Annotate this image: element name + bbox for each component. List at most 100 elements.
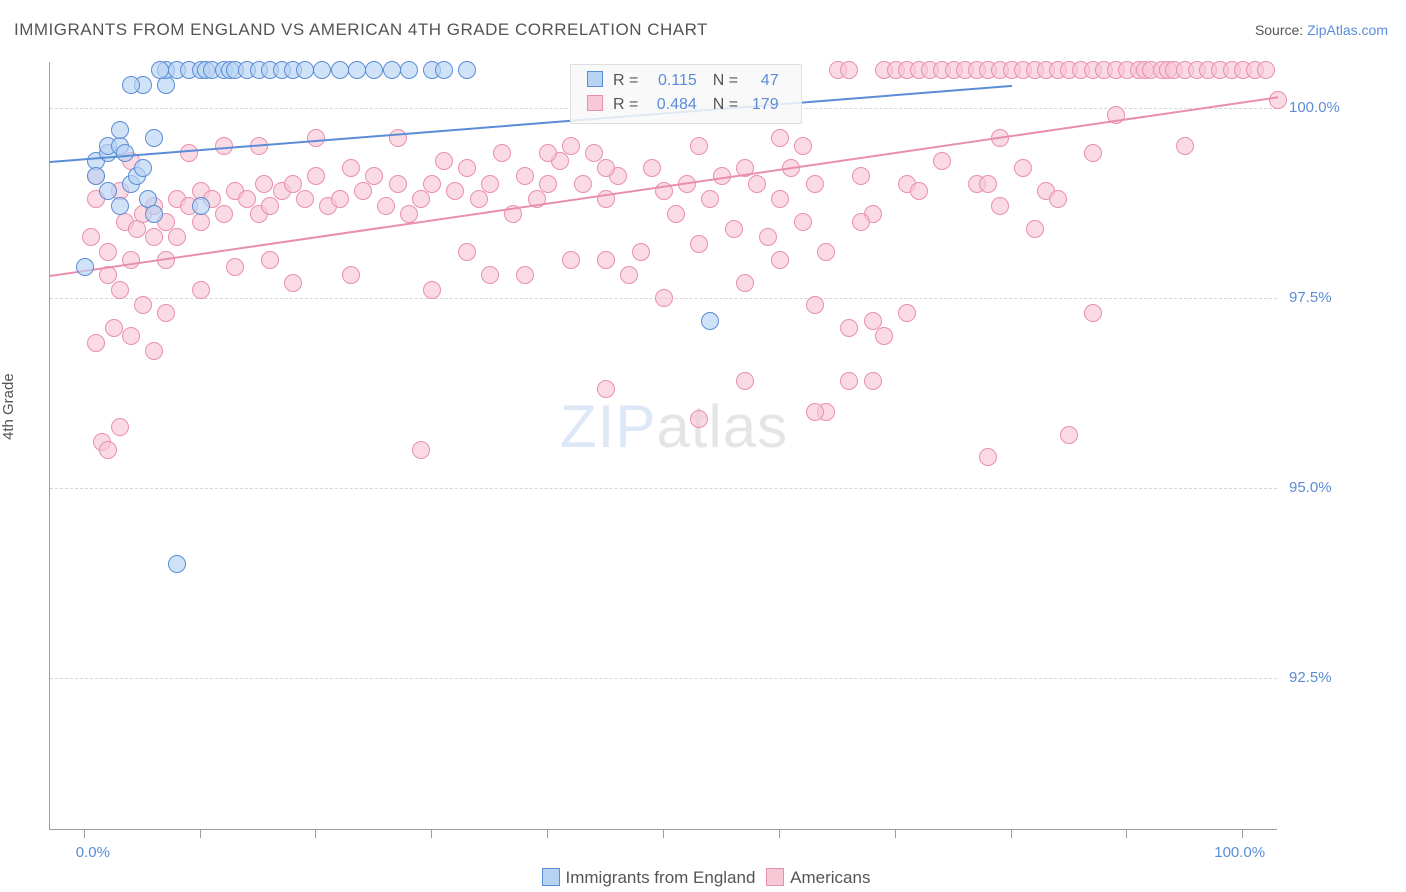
data-point-americans <box>979 175 997 193</box>
data-point-americans <box>400 205 418 223</box>
data-point-americans <box>261 197 279 215</box>
data-point-americans <box>446 182 464 200</box>
data-point-americans <box>1014 159 1032 177</box>
y-tick-label: 97.5% <box>1289 289 1332 306</box>
data-point-americans <box>991 197 1009 215</box>
data-point-americans <box>1049 190 1067 208</box>
data-point-americans <box>979 448 997 466</box>
data-point-england <box>400 61 418 79</box>
data-point-americans <box>690 410 708 428</box>
data-point-americans <box>493 144 511 162</box>
y-tick-label: 100.0% <box>1289 99 1340 116</box>
x-tick-mark <box>1126 830 1127 838</box>
data-point-americans <box>840 372 858 390</box>
data-point-americans <box>1026 220 1044 238</box>
source-label: Source: <box>1255 22 1307 38</box>
watermark-atlas: atlas <box>656 393 788 460</box>
data-point-england <box>435 61 453 79</box>
gridline-h <box>50 488 1277 489</box>
source-attribution: Source: ZipAtlas.com <box>1255 22 1388 38</box>
stat-swatch <box>587 71 603 87</box>
x-tick-mark <box>779 830 780 838</box>
x-tick-mark <box>1242 830 1243 838</box>
stat-r-label: R = <box>613 72 638 89</box>
data-point-england <box>151 61 169 79</box>
data-point-england <box>701 312 719 330</box>
data-point-england <box>383 61 401 79</box>
watermark: ZIPatlas <box>560 392 788 461</box>
data-point-americans <box>1060 426 1078 444</box>
data-point-americans <box>1176 137 1194 155</box>
data-point-americans <box>331 190 349 208</box>
data-point-americans <box>215 205 233 223</box>
data-point-americans <box>423 175 441 193</box>
data-point-americans <box>1084 304 1102 322</box>
legend-americans: Americans <box>760 868 870 887</box>
data-point-americans <box>516 266 534 284</box>
data-point-americans <box>771 190 789 208</box>
data-point-americans <box>574 175 592 193</box>
data-point-americans <box>597 380 615 398</box>
data-point-americans <box>99 441 117 459</box>
data-point-americans <box>261 251 279 269</box>
x-tick-mark <box>1011 830 1012 838</box>
data-point-americans <box>771 129 789 147</box>
data-point-americans <box>771 251 789 269</box>
data-point-americans <box>910 182 928 200</box>
data-point-americans <box>794 213 812 231</box>
data-point-americans <box>284 175 302 193</box>
stat-row-americans: R = 0.484N = 179 <box>581 93 791 117</box>
data-point-england <box>145 129 163 147</box>
data-point-england <box>458 61 476 79</box>
data-point-americans <box>1084 144 1102 162</box>
legend-swatch <box>766 868 784 886</box>
data-point-americans <box>562 251 580 269</box>
x-tick-mark <box>315 830 316 838</box>
data-point-americans <box>539 175 557 193</box>
data-point-americans <box>192 281 210 299</box>
x-tick-label: 0.0% <box>76 844 110 861</box>
data-point-americans <box>377 197 395 215</box>
data-point-americans <box>157 304 175 322</box>
data-point-americans <box>817 243 835 261</box>
watermark-zip: ZIP <box>560 393 656 460</box>
data-point-americans <box>145 228 163 246</box>
x-tick-mark <box>547 830 548 838</box>
data-point-americans <box>389 129 407 147</box>
data-point-americans <box>284 274 302 292</box>
data-point-england <box>168 555 186 573</box>
legend-label: Immigrants from England <box>566 868 756 887</box>
data-point-americans <box>898 304 916 322</box>
data-point-americans <box>875 327 893 345</box>
data-point-americans <box>864 372 882 390</box>
data-point-americans <box>655 289 673 307</box>
x-tick-mark <box>895 830 896 838</box>
data-point-americans <box>307 129 325 147</box>
stat-n-value: 179 <box>743 93 779 117</box>
data-point-americans <box>748 175 766 193</box>
stat-r-label: R = <box>613 96 638 113</box>
data-point-americans <box>296 190 314 208</box>
data-point-americans <box>111 418 129 436</box>
data-point-england <box>313 61 331 79</box>
data-point-americans <box>864 312 882 330</box>
stat-n-label: N = <box>713 72 738 89</box>
stat-r-value: 0.484 <box>643 93 697 117</box>
data-point-americans <box>435 152 453 170</box>
data-point-americans <box>725 220 743 238</box>
x-tick-mark <box>431 830 432 838</box>
data-point-americans <box>87 334 105 352</box>
data-point-americans <box>470 190 488 208</box>
data-point-americans <box>562 137 580 155</box>
y-axis-label: 4th Grade <box>0 373 17 440</box>
data-point-americans <box>736 372 754 390</box>
data-point-americans <box>806 296 824 314</box>
data-point-americans <box>481 175 499 193</box>
data-point-americans <box>168 228 186 246</box>
data-point-americans <box>632 243 650 261</box>
data-point-americans <box>620 266 638 284</box>
data-point-americans <box>255 175 273 193</box>
data-point-americans <box>643 159 661 177</box>
bottom-legend: Immigrants from England Americans <box>0 868 1406 888</box>
data-point-americans <box>105 319 123 337</box>
